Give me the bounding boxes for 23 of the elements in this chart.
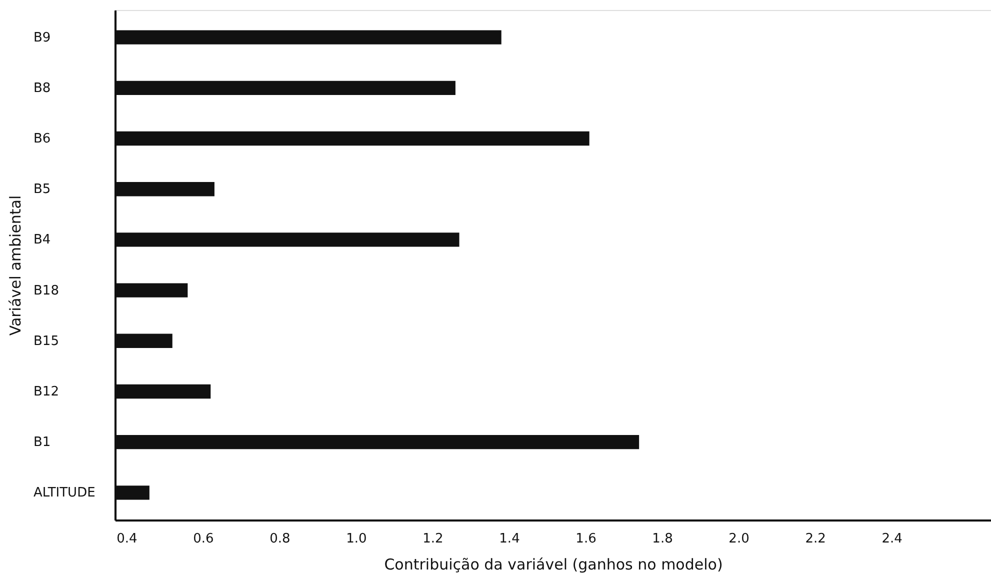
y-tick-label: B4 — [34, 232, 51, 248]
y-tick-label: B6 — [34, 132, 51, 147]
x-tick-label: 0.6 — [193, 532, 214, 546]
x-tick-label: 1.6 — [576, 532, 596, 546]
x-tick-label: 1.0 — [346, 532, 367, 546]
x-tick-label: 1.4 — [499, 532, 520, 546]
y-tick-label: B12 — [34, 384, 59, 400]
y-tick-label: B9 — [34, 30, 51, 46]
x-tick-label: 1.2 — [422, 532, 444, 546]
y-tick-label: ALTITUDE — [34, 486, 96, 501]
x-tick-label: 1.8 — [652, 532, 673, 546]
y-tick-label: B18 — [34, 283, 59, 298]
y-tick-label: B5 — [34, 182, 51, 198]
y-tick-label: B15 — [34, 334, 59, 349]
x-tick-label: 2.4 — [882, 532, 902, 546]
x-axis-title: Contribuição da variável (ganhos no modelo) — [384, 556, 723, 574]
y-tick-label: B1 — [34, 435, 51, 450]
x-tick-label: 0.4 — [116, 532, 138, 546]
y-axis-title: Variável ambiental — [6, 195, 24, 336]
x-tick-label: 2.0 — [728, 532, 750, 546]
y-tick-label: B8 — [34, 80, 51, 96]
x-tick-label: 0.8 — [270, 532, 290, 546]
x-tick-label: 2.2 — [805, 532, 826, 546]
